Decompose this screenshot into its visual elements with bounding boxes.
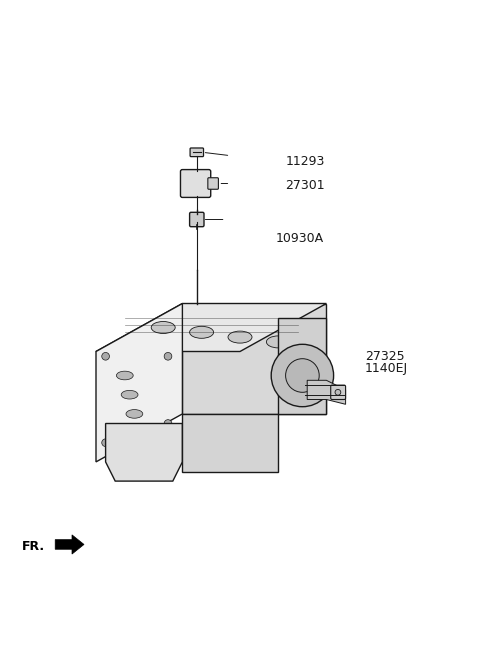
Ellipse shape — [126, 409, 143, 419]
Ellipse shape — [151, 322, 175, 333]
Ellipse shape — [121, 390, 138, 399]
Ellipse shape — [266, 336, 290, 348]
Polygon shape — [278, 318, 326, 414]
Polygon shape — [182, 414, 278, 472]
Ellipse shape — [117, 371, 133, 380]
FancyBboxPatch shape — [331, 385, 346, 400]
Text: 10930A: 10930A — [276, 233, 324, 245]
Circle shape — [164, 352, 172, 360]
Circle shape — [164, 420, 172, 427]
Text: 1140EJ: 1140EJ — [365, 362, 408, 375]
Text: 11293: 11293 — [286, 155, 325, 168]
Polygon shape — [182, 303, 326, 414]
Circle shape — [271, 345, 334, 407]
Ellipse shape — [190, 326, 214, 338]
Text: 27301: 27301 — [286, 179, 325, 193]
Ellipse shape — [228, 331, 252, 343]
Polygon shape — [307, 381, 346, 404]
FancyBboxPatch shape — [190, 212, 204, 227]
Text: FR.: FR. — [22, 540, 45, 553]
Polygon shape — [96, 303, 326, 352]
Circle shape — [102, 439, 109, 447]
Circle shape — [286, 359, 319, 392]
FancyBboxPatch shape — [190, 148, 204, 157]
Polygon shape — [106, 424, 182, 481]
FancyBboxPatch shape — [208, 178, 218, 189]
Polygon shape — [96, 303, 182, 462]
Text: 27325: 27325 — [365, 350, 405, 363]
Circle shape — [335, 390, 341, 395]
FancyBboxPatch shape — [180, 170, 211, 197]
Ellipse shape — [131, 429, 148, 438]
Polygon shape — [55, 535, 84, 554]
Circle shape — [102, 352, 109, 360]
